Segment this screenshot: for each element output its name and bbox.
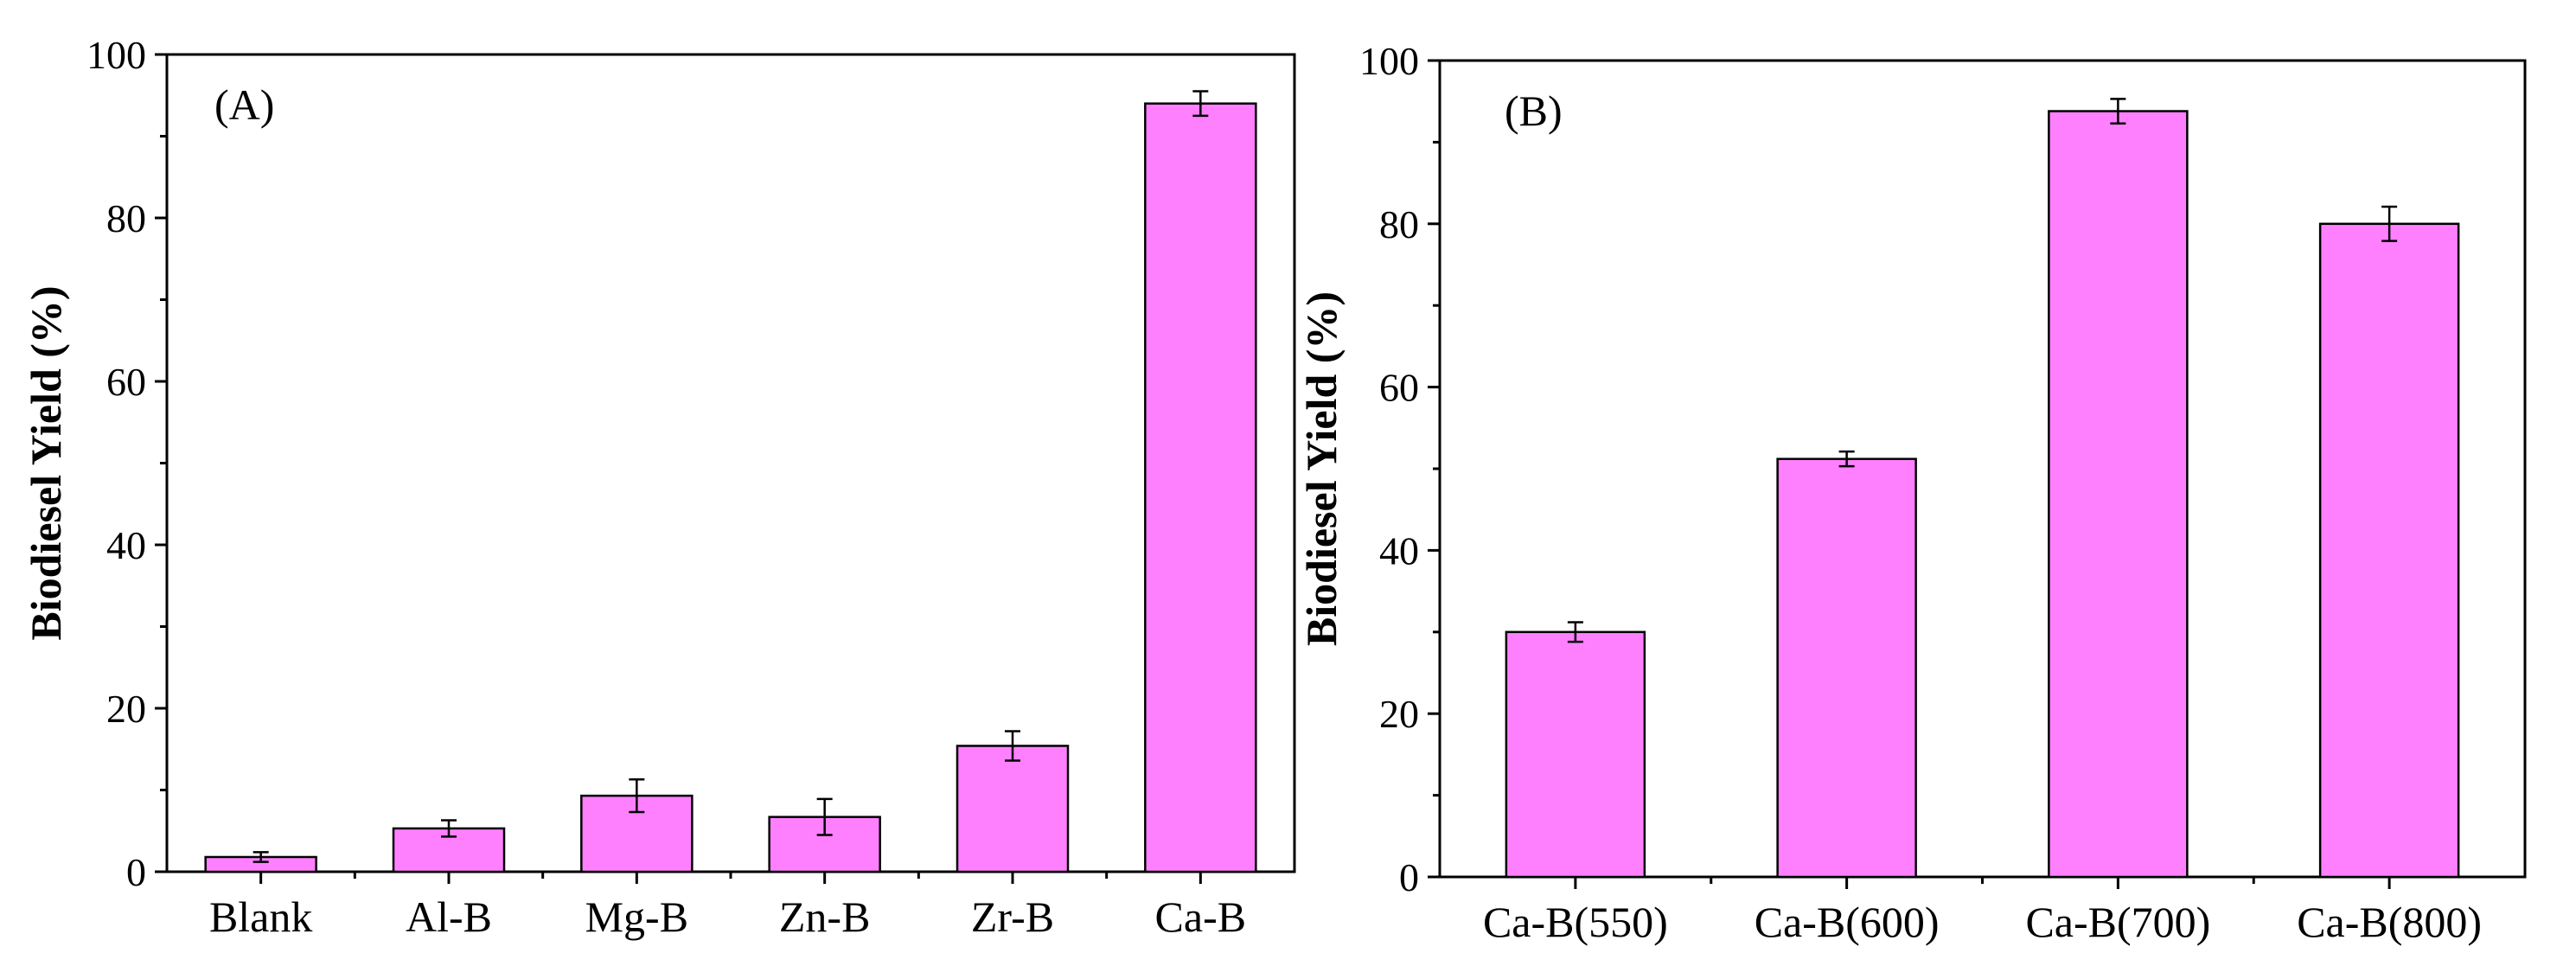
y-tick-label: 100 — [86, 33, 146, 77]
x-tick-label: Blank — [209, 892, 312, 941]
y-tick-label: 20 — [106, 687, 146, 731]
chart-panel-a: 0 20 40 60 80 100 Blank Al-B Mg-B Zn-B Zr-B Ca-B (A)… — [22, 33, 1296, 941]
x-tick-label: Mg-B — [585, 892, 688, 941]
bar-ca-b-800 — [2318, 222, 2460, 879]
y-tick-label: 40 — [106, 523, 146, 567]
y-axis-title: Biodiesel Yield (%) — [22, 285, 70, 640]
chart-panel-b: 0 20 40 60 80 100 Ca-B(550) Ca-B(600) Ca-B(700) C… — [1297, 39, 2527, 946]
panel-label: (B) — [1505, 86, 1563, 135]
x-tick-label: Ca-B(550) — [1483, 898, 1668, 946]
bar-zr-b — [956, 745, 1070, 873]
y-tick-label: 80 — [1379, 202, 1419, 246]
x-tick-label: Zn-B — [779, 892, 871, 941]
bar-ca-b — [1144, 102, 1257, 873]
bar-ca-b-600 — [1776, 457, 1917, 879]
y-tick-label: 40 — [1379, 528, 1419, 573]
y-tick-label: 60 — [106, 360, 146, 404]
x-tick-label: Al-B — [406, 892, 492, 941]
bar-ca-b-550 — [1505, 630, 1646, 879]
y-tick-label: 80 — [106, 196, 146, 240]
y-tick-label: 0 — [126, 850, 146, 894]
x-tick-label: Ca-B(800) — [2297, 898, 2482, 946]
panel-label: (A) — [214, 80, 274, 129]
y-tick-label: 0 — [1399, 855, 1419, 899]
y-tick-label: 100 — [1359, 39, 1419, 83]
plot-frame — [165, 53, 1296, 873]
x-tick-label: Ca-B(600) — [1755, 898, 1940, 946]
y-tick-label: 60 — [1379, 366, 1419, 410]
bar-ca-b-700 — [2048, 110, 2189, 879]
y-tick-label: 20 — [1379, 692, 1419, 736]
x-tick-label: Ca-B — [1155, 892, 1247, 941]
y-axis-title: Biodiesel Yield (%) — [1297, 291, 1346, 646]
x-tick-label: Zr-B — [971, 892, 1054, 941]
x-tick-label: Ca-B(700) — [2025, 898, 2210, 946]
